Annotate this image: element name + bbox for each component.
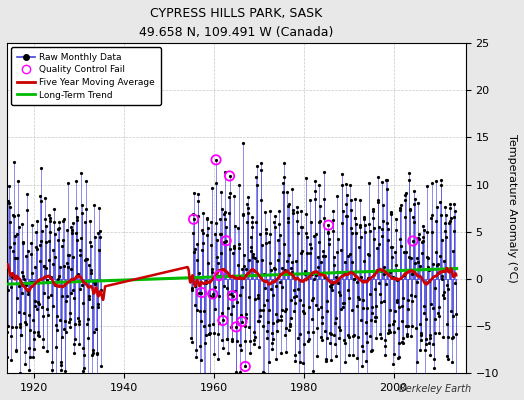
Point [225,173,234,179]
Y-axis label: Temperature Anomaly (°C): Temperature Anomaly (°C) [507,134,517,282]
Point [228,292,237,299]
Text: Berkeley Earth: Berkeley Earth [399,384,472,394]
Point [238,318,246,325]
Point [324,222,333,228]
Point [232,324,241,330]
Legend: Raw Monthly Data, Quality Control Fail, Five Year Moving Average, Long-Term Tren: Raw Monthly Data, Quality Control Fail, … [12,48,161,105]
Point [215,272,223,279]
Point [189,216,198,222]
Point [197,289,205,296]
Point [209,291,217,297]
Point [219,317,227,324]
Point [241,363,249,370]
Point [409,238,417,244]
Point [222,238,231,244]
Title: CYPRESS HILLS PARK, SASK
49.658 N, 109.491 W (Canada): CYPRESS HILLS PARK, SASK 49.658 N, 109.4… [139,7,333,39]
Point [212,157,220,163]
